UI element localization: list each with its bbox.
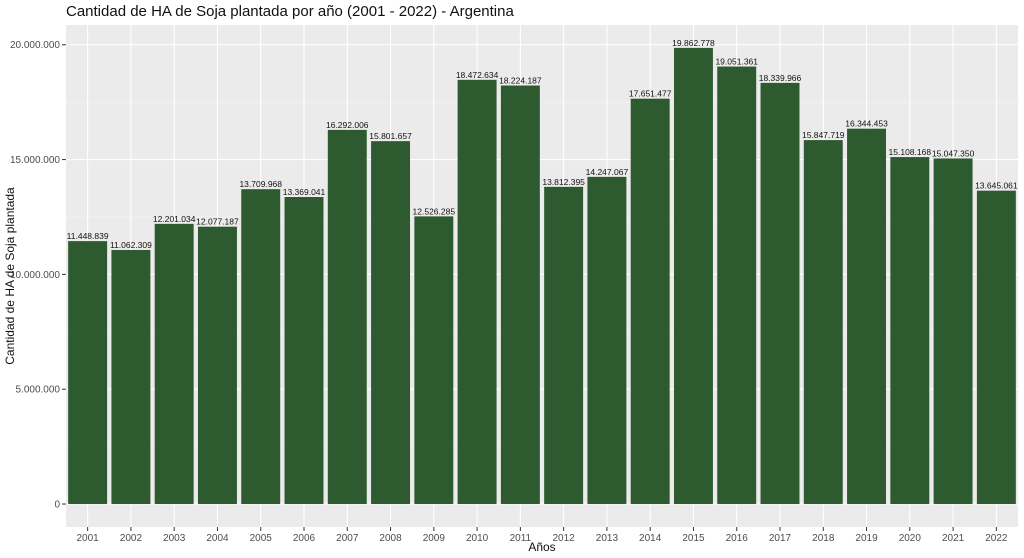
x-tick-label-2009: 2009 <box>423 533 446 544</box>
bar-2010 <box>457 79 497 505</box>
bar-2018 <box>803 140 843 505</box>
bar-2007 <box>327 129 367 505</box>
bar-2017 <box>760 82 800 505</box>
bar-2009 <box>414 216 454 505</box>
x-axis-ticks: 2001 2002 2003 2004 2005 2006 2007 2008 2009 2010… <box>77 527 1008 544</box>
y-tick-label: 15.000.000 <box>10 155 60 166</box>
y-tick-label: 0 <box>54 500 60 511</box>
x-tick-label-2002: 2002 <box>120 533 143 544</box>
x-tick-label-2006: 2006 <box>293 533 316 544</box>
x-tick-label-2017: 2017 <box>769 533 792 544</box>
bar-2021 <box>933 158 973 505</box>
y-tick-label: 20.000.000 <box>10 40 60 51</box>
data-label-2017: 18.339.966 <box>759 73 802 83</box>
bar-2012 <box>544 186 584 505</box>
y-tick-label: 10.000.000 <box>10 270 60 281</box>
bar-2022 <box>976 190 1016 505</box>
x-tick-label-2018: 2018 <box>812 533 835 544</box>
data-label-2008: 15.801.657 <box>369 131 412 141</box>
bar-2015 <box>673 47 713 505</box>
bar-2011 <box>500 85 540 505</box>
x-tick-label-2007: 2007 <box>336 533 359 544</box>
y-axis-ticks: 0 5.000.000 10.000.000 15.000.000 20.000.000 <box>10 40 66 511</box>
data-label-2020: 15.108.168 <box>889 147 932 157</box>
bar-2016 <box>717 66 757 505</box>
bar-2020 <box>890 157 930 505</box>
bar-2002 <box>111 249 151 505</box>
x-tick-label-2022: 2022 <box>985 533 1008 544</box>
data-label-2004: 12.077.187 <box>196 217 239 227</box>
data-label-2009: 12.526.285 <box>413 206 456 216</box>
data-label-2002: 11.062.309 <box>110 240 152 250</box>
bar-2019 <box>847 128 887 505</box>
data-label-2015: 19.862.778 <box>672 38 715 48</box>
data-label-2006: 13.369.041 <box>283 187 326 197</box>
data-label-2014: 17.651.477 <box>629 89 672 99</box>
x-tick-label-2004: 2004 <box>206 533 229 544</box>
y-tick-label: 5.000.000 <box>16 385 61 396</box>
bar-2005 <box>241 189 281 505</box>
bar-2001 <box>68 241 108 505</box>
x-tick-label-2003: 2003 <box>163 533 186 544</box>
data-label-2001: 11.448.839 <box>67 231 109 241</box>
x-tick-label-2010: 2010 <box>466 533 489 544</box>
data-label-2013: 14.247.067 <box>586 167 629 177</box>
bar-2014 <box>630 98 670 505</box>
data-label-2012: 13.812.395 <box>542 177 585 187</box>
data-label-2021: 15.047.350 <box>932 148 975 158</box>
x-tick-label-2021: 2021 <box>942 533 965 544</box>
x-tick-label-2019: 2019 <box>855 533 878 544</box>
x-tick-label-2015: 2015 <box>682 533 705 544</box>
bar-2008 <box>371 141 411 505</box>
bar-2006 <box>284 197 324 505</box>
x-axis-title: Años <box>528 540 555 554</box>
bar-2003 <box>154 223 194 505</box>
data-label-2003: 12.201.034 <box>153 214 196 224</box>
x-tick-label-2014: 2014 <box>639 533 662 544</box>
data-label-2016: 19.051.361 <box>715 57 758 67</box>
data-label-2011: 18.224.187 <box>499 76 542 86</box>
data-label-2019: 16.344.453 <box>845 119 888 129</box>
x-tick-label-2016: 2016 <box>726 533 749 544</box>
bar-2004 <box>197 226 237 505</box>
x-tick-label-2012: 2012 <box>553 533 576 544</box>
bars <box>68 47 1016 505</box>
x-tick-label-2020: 2020 <box>899 533 922 544</box>
x-tick-label-2001: 2001 <box>77 533 100 544</box>
x-tick-label-2008: 2008 <box>379 533 402 544</box>
y-axis-title: Cantidad de HA de Soja plantada <box>3 187 17 365</box>
data-label-2018: 15.847.719 <box>802 130 845 140</box>
data-label-2005: 13.709.968 <box>239 179 282 189</box>
data-label-2007: 16.292.006 <box>326 120 369 130</box>
chart-title: Cantidad de HA de Soja plantada por año … <box>66 3 514 20</box>
data-label-2010: 18.472.634 <box>456 70 499 80</box>
x-tick-label-2011: 2011 <box>510 533 532 544</box>
x-tick-label-2013: 2013 <box>596 533 619 544</box>
data-label-2022: 13.645.061 <box>975 181 1018 191</box>
x-tick-label-2005: 2005 <box>250 533 273 544</box>
bar-2013 <box>587 176 627 505</box>
